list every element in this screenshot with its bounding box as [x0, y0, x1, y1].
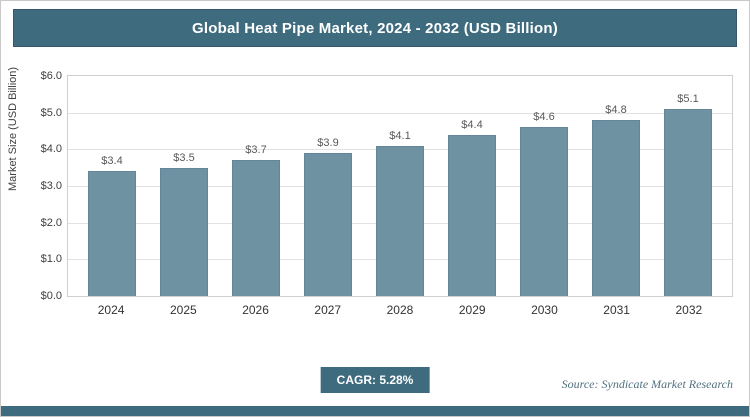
- y-tick-label: $4.0: [40, 143, 62, 156]
- cagr-badge: CAGR: 5.28%: [320, 367, 430, 393]
- x-axis-labels: 2024 2025 2026 2027 2028 2029 2030 2031 2032: [67, 303, 733, 317]
- bar-value-label: $5.1: [677, 93, 699, 105]
- bar-column: $4.4: [436, 76, 508, 296]
- x-tick-label: 2027: [314, 303, 342, 317]
- y-tick-label: $1.0: [40, 253, 62, 266]
- x-tick-label: 2028: [386, 303, 414, 317]
- bar: [160, 167, 208, 296]
- bar-value-label: $4.6: [533, 111, 555, 124]
- y-tick-label: $2.0: [40, 216, 62, 229]
- bar-column: $4.6: [508, 76, 580, 296]
- x-tick-label: 2024: [97, 303, 125, 317]
- x-tick-label: 2031: [603, 303, 630, 317]
- chart-title: Global Heat Pipe Market, 2024 - 2032 (US…: [13, 9, 737, 47]
- bar-column: $5.1: [652, 76, 724, 296]
- bars-group: $3.4 $3.5 $3.7 $3.9 $4.1 $4.4 $4.6 $4.8 $5.1: [68, 76, 732, 296]
- bar: [592, 120, 640, 296]
- bottom-accent-strip: [1, 406, 749, 416]
- bar-column: $4.1: [364, 76, 436, 296]
- bar-column: $4.8: [580, 76, 652, 296]
- bar-column: $3.4: [76, 76, 148, 296]
- bar: [304, 153, 352, 296]
- y-tick-label: $3.0: [40, 180, 62, 192]
- bar-column: $3.9: [292, 76, 364, 296]
- x-tick-label: 2026: [242, 303, 269, 317]
- y-tick-label: $0.0: [40, 290, 62, 302]
- bar-value-label: $3.9: [317, 137, 339, 149]
- bar: [448, 134, 496, 296]
- y-tick-label: $6.0: [40, 70, 62, 82]
- x-tick-label: 2029: [458, 303, 486, 317]
- footer-row: CAGR: 5.28% Source: Syndicate Market Res…: [1, 365, 749, 395]
- bar-value-label: $4.4: [461, 118, 483, 131]
- bar-column: $3.5: [148, 76, 220, 296]
- y-axis-title: Market Size (USD Billion): [7, 66, 19, 191]
- bar: [376, 145, 424, 296]
- bar-value-label: $3.5: [173, 151, 195, 164]
- gridline: [68, 112, 732, 114]
- bar: [664, 109, 712, 296]
- x-tick-label: 2030: [531, 303, 558, 317]
- plot-area: $0.0 $1.0 $2.0 $3.0 $4.0 $5.0 $6.0 $3.4 $3.5 $3.7…: [41, 70, 733, 302]
- y-tick-label: $5.0: [40, 106, 62, 119]
- bar-value-label: $3.4: [101, 155, 123, 168]
- bar-value-label: $4.1: [389, 129, 411, 142]
- bar: [88, 171, 136, 296]
- x-tick-label: 2032: [675, 303, 703, 317]
- x-tick-label: 2025: [169, 303, 197, 317]
- bar: [232, 160, 280, 296]
- bar: [520, 127, 568, 296]
- bar-value-label: $3.7: [245, 144, 267, 157]
- plot-wrap: $0.0 $1.0 $2.0 $3.0 $4.0 $5.0 $6.0 $3.4 $3.5 $3.7…: [41, 70, 733, 317]
- bar-value-label: $4.8: [605, 104, 627, 116]
- source-attribution: Source: Syndicate Market Research: [561, 377, 733, 391]
- bar-column: $3.7: [220, 76, 292, 296]
